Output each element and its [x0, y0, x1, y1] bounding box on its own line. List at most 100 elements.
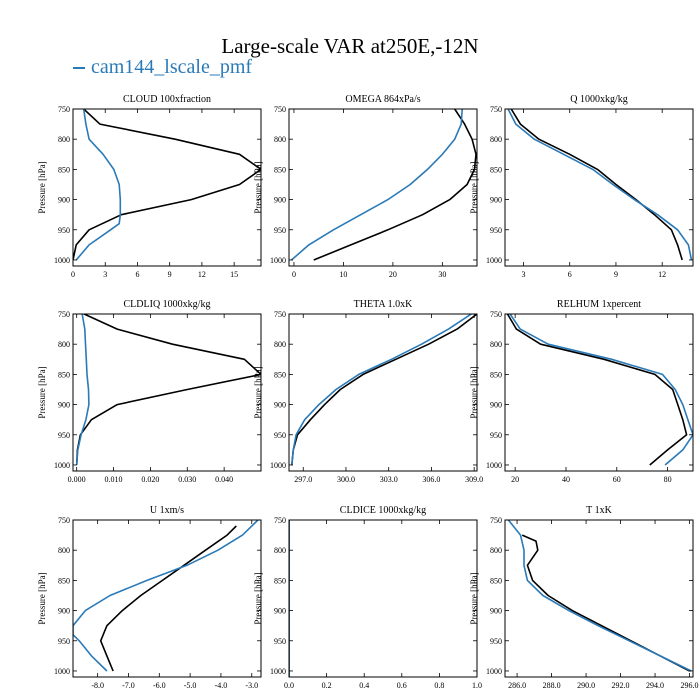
y-axis-label: Pressure [hPa]: [37, 366, 47, 418]
x-tick-label: 40: [562, 475, 570, 484]
y-tick-label: 800: [490, 135, 502, 144]
x-tick-label: 309.0: [465, 475, 483, 484]
plot-frame: [288, 108, 478, 267]
x-tick-label: 292.0: [612, 681, 630, 690]
x-tick-label: 9: [168, 270, 172, 279]
x-tick-label: 12: [198, 270, 206, 279]
y-tick-label: 750: [274, 310, 286, 319]
x-tick-label: 0.030: [178, 475, 196, 484]
x-tick-label: 0.0: [284, 681, 294, 690]
y-tick-label: 800: [274, 546, 286, 555]
y-axis-label: Pressure [hPa]: [37, 161, 47, 213]
y-tick-label: 750: [490, 310, 502, 319]
x-tick-label: 30: [438, 270, 446, 279]
chart-panel-8: 750 800 850 900 950 1000 0.0 0.2 0.4 0.6 0.8 1.0 CLD…: [253, 505, 482, 690]
y-tick-label: 1000: [486, 461, 502, 470]
series-line-black: [73, 109, 261, 261]
x-tick-label: 0: [292, 270, 296, 279]
y-tick-label: 950: [58, 431, 70, 440]
chart-panel-4: 750 800 850 900 950 1000 0.000 0.010 0.020 0.030 0…: [37, 299, 262, 484]
x-tick-label: -7.0: [122, 681, 135, 690]
x-tick-label: 0.040: [215, 475, 233, 484]
y-tick-label: 900: [58, 607, 70, 616]
x-tick-label: 3: [103, 270, 107, 279]
series-line-black: [510, 109, 683, 261]
y-tick-label: 800: [58, 546, 70, 555]
series-line-black: [313, 109, 477, 261]
plot-frame: [504, 313, 694, 472]
chart-panel-9: 750 800 850 900 950 1000 286.0 288.0 290.0 292.0 2…: [469, 505, 699, 690]
panel-title: Q 1000xkg/kg: [570, 94, 628, 105]
y-tick-label: 800: [274, 340, 286, 349]
x-tick-label: 15: [230, 270, 238, 279]
y-tick-label: 800: [490, 546, 502, 555]
series-line-black: [506, 314, 688, 466]
x-tick-label: 0.020: [141, 475, 159, 484]
y-tick-label: 950: [490, 226, 502, 235]
y-tick-label: 950: [274, 226, 286, 235]
series-line-blue: [73, 520, 259, 672]
x-tick-label: 294.0: [646, 681, 664, 690]
y-tick-label: 950: [490, 637, 502, 646]
panel-title: T 1xK: [586, 505, 612, 516]
x-tick-label: -4.0: [215, 681, 228, 690]
y-axis-label: Pressure [hPa]: [469, 572, 479, 624]
x-tick-label: 20: [511, 475, 519, 484]
plot-frame: [288, 519, 478, 678]
y-tick-label: 1000: [270, 667, 286, 676]
panel-title: RELHUM 1xpercent: [557, 299, 641, 310]
y-tick-label: 1000: [270, 461, 286, 470]
x-tick-label: 0.000: [68, 475, 86, 484]
y-tick-label: 850: [274, 576, 286, 585]
y-tick-label: 850: [58, 370, 70, 379]
y-tick-label: 900: [274, 607, 286, 616]
panel-title: THETA 1.0xK: [354, 299, 413, 310]
y-tick-label: 900: [274, 401, 286, 410]
x-tick-label: 9: [614, 270, 618, 279]
x-tick-label: 297.0: [294, 475, 312, 484]
y-tick-label: 950: [58, 226, 70, 235]
y-tick-label: 800: [490, 340, 502, 349]
x-tick-label: 0.2: [322, 681, 332, 690]
plot-frame: [72, 519, 262, 678]
x-tick-label: 306.0: [422, 475, 440, 484]
y-tick-label: 1000: [486, 667, 502, 676]
series-line-black: [75, 314, 261, 466]
x-tick-label: 303.0: [380, 475, 398, 484]
x-tick-label: 0.4: [359, 681, 369, 690]
series-line-blue: [507, 520, 692, 672]
plot-frame: [504, 108, 694, 267]
y-axis-label: Pressure [hPa]: [253, 161, 263, 213]
x-tick-label: 296.0: [681, 681, 699, 690]
y-tick-label: 750: [490, 516, 502, 525]
chart-panel-3: 750 800 850 900 950 1000 3 6 9 12 Q 1000xkg/kg Pres…: [469, 94, 694, 279]
x-tick-label: -8.0: [91, 681, 104, 690]
series-line-blue: [509, 314, 693, 466]
x-tick-label: 10: [339, 270, 347, 279]
x-tick-label: 3: [521, 270, 525, 279]
y-tick-label: 850: [490, 576, 502, 585]
x-tick-label: 6: [135, 270, 139, 279]
series-line-black: [521, 534, 690, 672]
y-axis-label: Pressure [hPa]: [253, 366, 263, 418]
series-line-black: [99, 525, 237, 672]
y-tick-label: 800: [58, 340, 70, 349]
x-tick-label: 60: [613, 475, 621, 484]
y-tick-label: 750: [58, 516, 70, 525]
y-tick-label: 800: [274, 135, 286, 144]
chart-panel-7: 750 800 850 900 950 1000 -8.0 -7.0 -6.0 -5.0 -4.0 -…: [37, 505, 262, 690]
series-line-blue: [75, 314, 90, 466]
x-tick-label: 1.0: [472, 681, 482, 690]
y-tick-label: 1000: [270, 256, 286, 265]
y-tick-label: 900: [490, 607, 502, 616]
legend-label: cam144_lscale_pmf: [91, 56, 253, 78]
y-tick-label: 850: [274, 370, 286, 379]
series-line-blue: [291, 314, 472, 466]
y-axis-label: Pressure [hPa]: [469, 161, 479, 213]
y-tick-label: 750: [490, 105, 502, 114]
series-line-blue: [290, 109, 463, 261]
series-line-black: [291, 314, 477, 466]
series-line-blue: [507, 109, 693, 261]
plot-frame: [504, 519, 694, 678]
